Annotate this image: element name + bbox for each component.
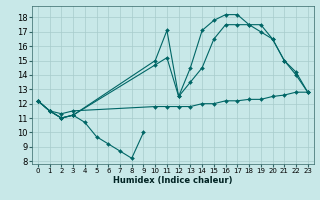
X-axis label: Humidex (Indice chaleur): Humidex (Indice chaleur)	[113, 176, 233, 185]
